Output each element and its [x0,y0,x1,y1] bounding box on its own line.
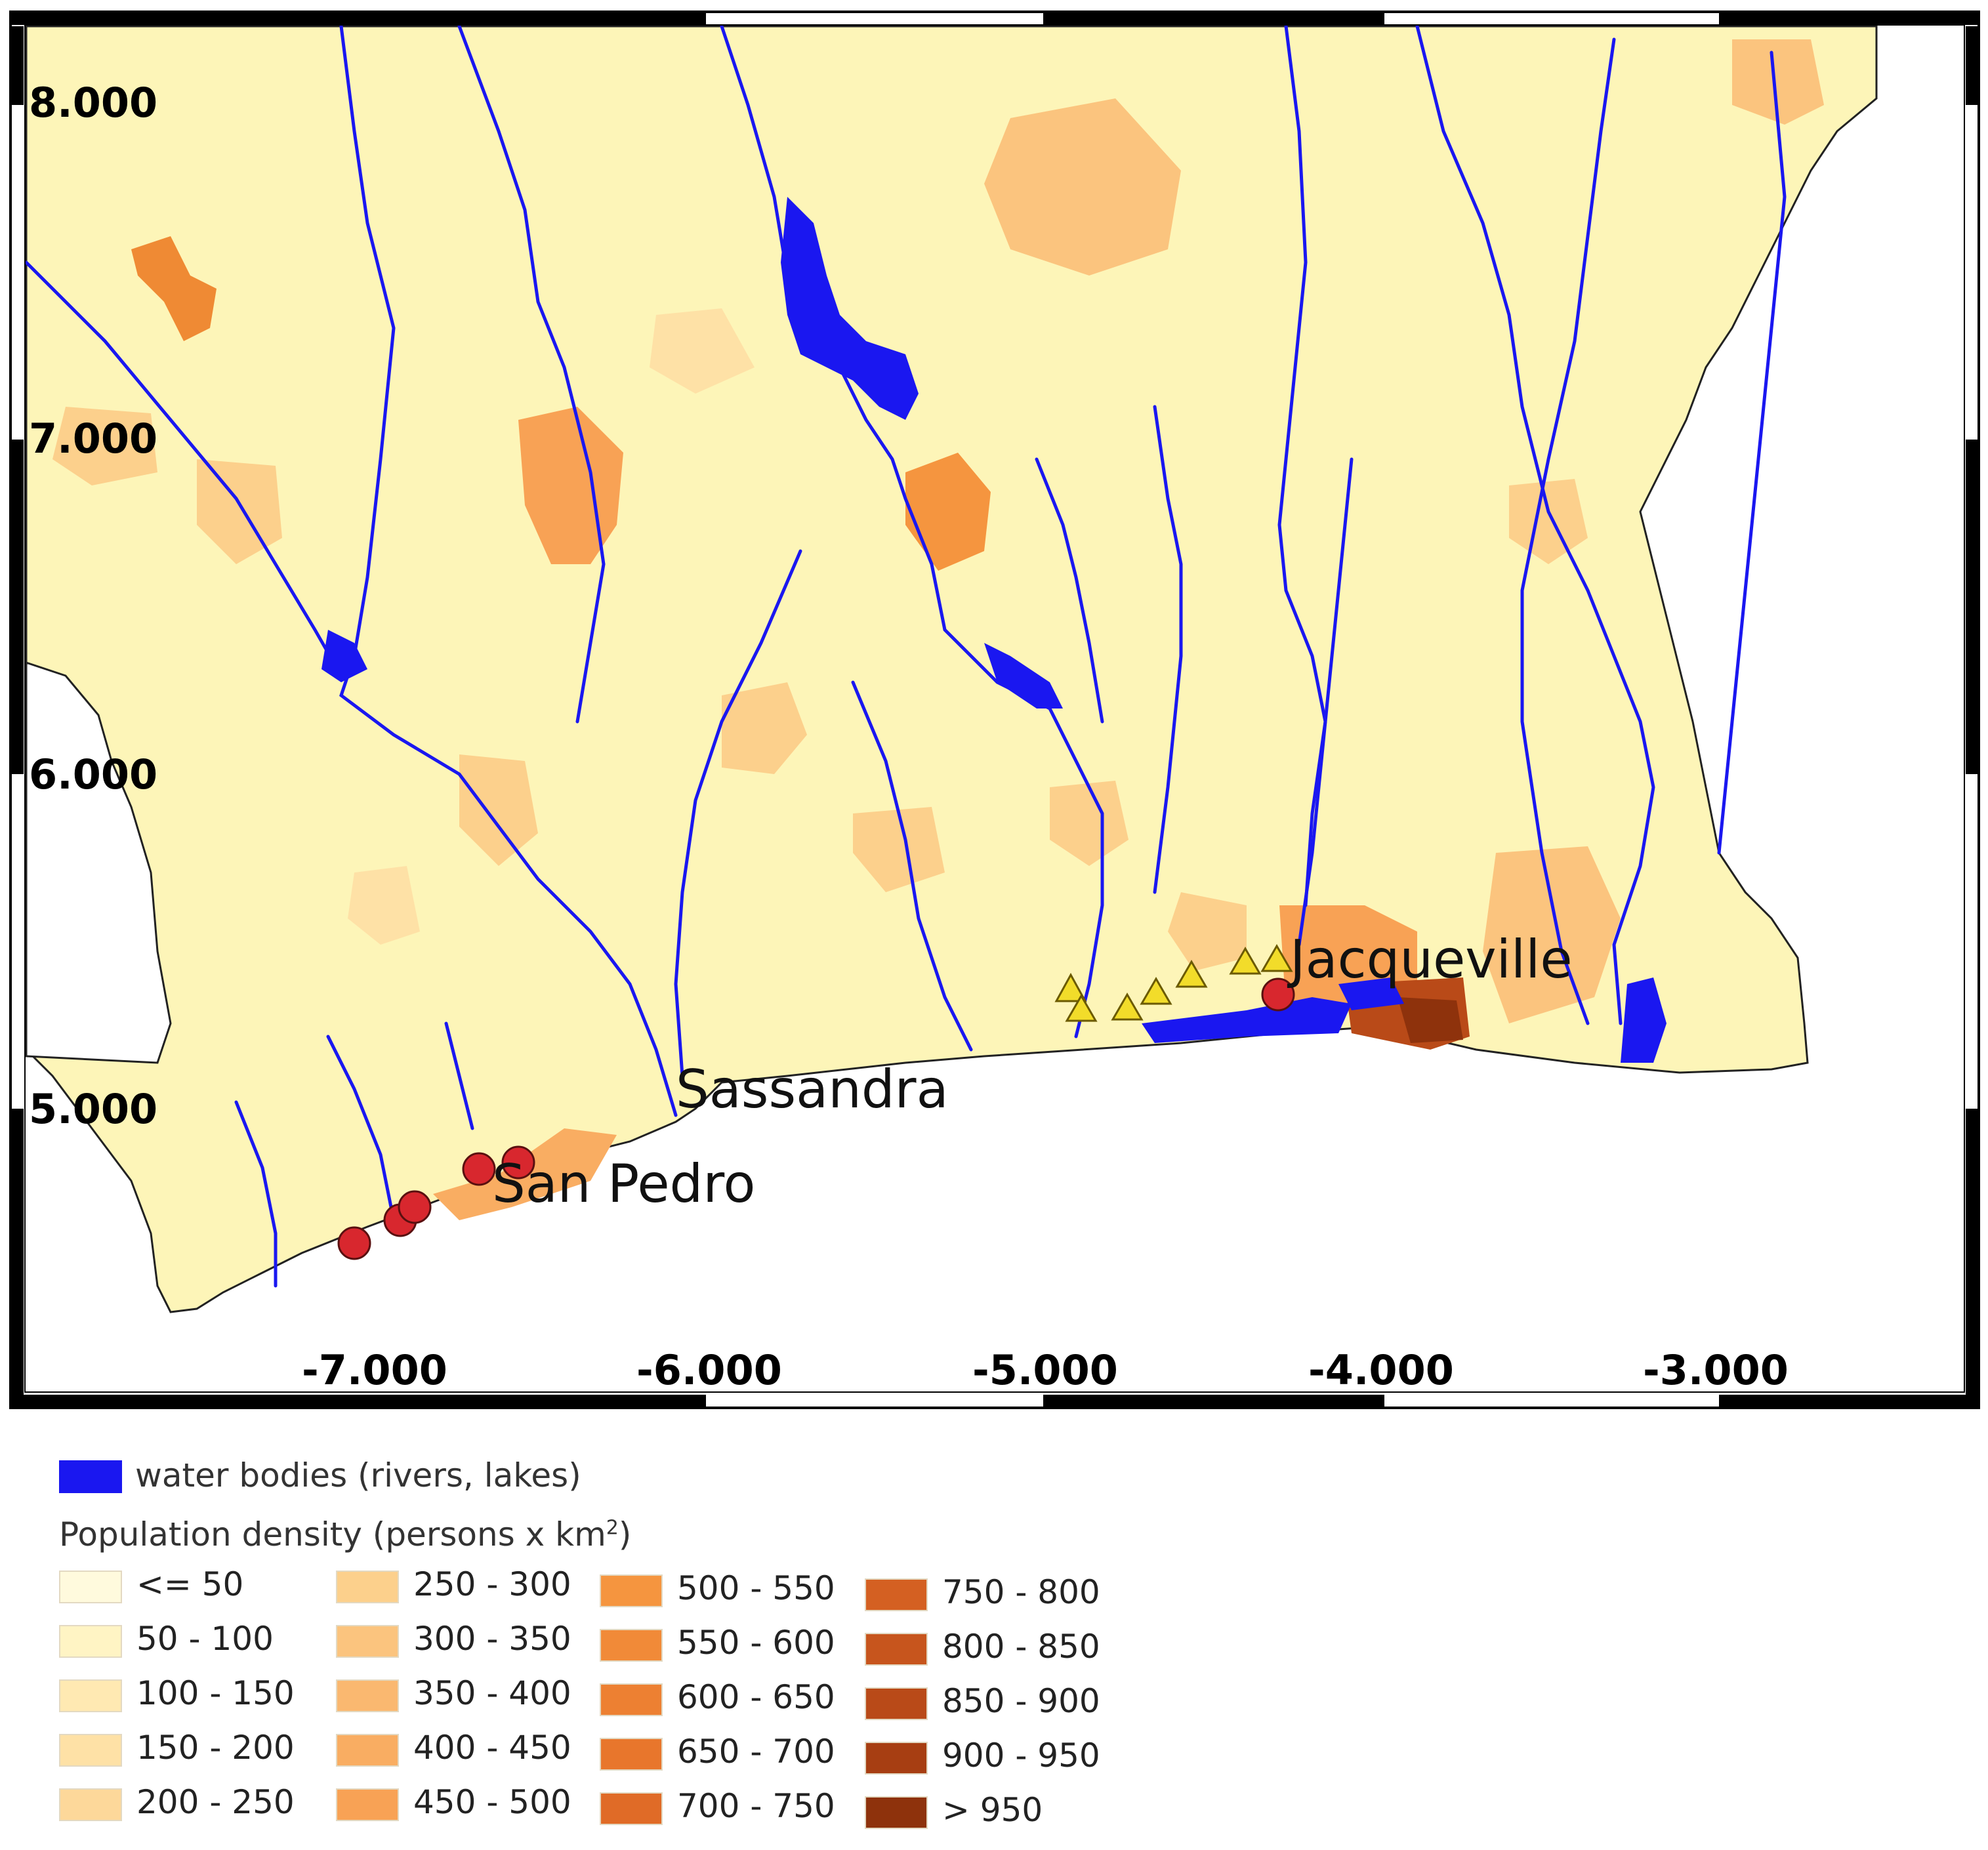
circle-marker [501,1145,535,1180]
density-class-label: > 950 [942,1791,1043,1829]
triangle-marker [1175,960,1208,988]
rivers [24,24,1787,1288]
circle-markers [337,977,1295,1260]
density-class-swatch [59,1788,122,1821]
triangle-markers [1054,944,1293,1022]
density-class-swatch [59,1679,122,1712]
density-class-swatch [865,1578,928,1611]
y-tick-label: 5.000 [29,1085,157,1133]
density-class-swatch [59,1571,122,1603]
density-class-label: 400 - 450 [413,1729,571,1767]
density-class-swatch [865,1742,928,1775]
density-class-swatch [336,1788,399,1821]
x-tick-label: -7.000 [302,1346,447,1394]
density-class-swatch [865,1633,928,1666]
triangle-marker [1065,994,1098,1022]
density-class-swatch [336,1734,399,1767]
triangle-marker [1140,977,1172,1005]
place-label-san-pedro: San Pedro [492,1153,755,1214]
x-tick-label: -4.000 [1308,1346,1454,1394]
density-class-label: 250 - 300 [413,1565,571,1603]
density-class-label: 650 - 700 [677,1733,835,1771]
x-tick-label: -6.000 [636,1346,782,1394]
density-class-label: 350 - 400 [413,1674,571,1712]
density-class-label: 750 - 800 [942,1573,1100,1611]
density-class-swatch [600,1629,663,1662]
map-frame: 8.000 7.000 6.000 5.000 -7.000 -6.000 -5… [9,10,1980,1409]
density-class-swatch [865,1687,928,1720]
density-legend-title: Population density (persons x km2) [59,1515,631,1553]
density-class-label: 500 - 550 [677,1569,835,1607]
density-class-label: 300 - 350 [413,1620,571,1658]
density-class-swatch [600,1683,663,1716]
density-class-swatch [600,1792,663,1825]
density-class-swatch [59,1625,122,1658]
circle-marker [337,1226,371,1260]
triangle-marker [1229,947,1262,975]
density-title-sup: 2 [606,1516,619,1540]
triangle-marker [1260,944,1293,972]
density-class-swatch [59,1734,122,1767]
density-class-label: 450 - 500 [413,1783,571,1821]
density-class-swatch [600,1574,663,1607]
density-patches [52,39,1824,1220]
density-class-swatch [336,1679,399,1712]
density-class-label: 550 - 600 [677,1624,835,1662]
x-tick-label: -5.000 [972,1346,1118,1394]
density-class-label: 50 - 100 [136,1620,274,1658]
y-tick-label: 8.000 [29,79,157,127]
place-label-sassandra: Sassandra [676,1059,949,1120]
density-class-label: <= 50 [136,1565,244,1603]
legend: water bodies (rivers, lakes) Population … [0,1410,1988,1850]
density-class-swatch [336,1571,399,1603]
density-class-swatch [865,1796,928,1829]
density-class-swatch [600,1738,663,1771]
density-class-label: 200 - 250 [136,1783,295,1821]
triangle-marker [1111,993,1144,1021]
density-class-label: 800 - 850 [942,1628,1100,1666]
density-class-label: 100 - 150 [136,1674,295,1712]
y-tick-label: 7.000 [29,415,157,462]
density-class-label: 900 - 950 [942,1737,1100,1775]
density-class-swatch [336,1625,399,1658]
density-title-text: Population density (persons x km [59,1515,606,1553]
density-class-label: 150 - 200 [136,1729,295,1767]
place-label-jacqueville: Jacqueville [1287,929,1573,990]
triangle-marker [1054,972,1087,1002]
water-bodies-swatch [59,1460,122,1493]
density-title-close: ) [618,1515,632,1553]
circle-marker [1261,977,1295,1012]
circle-marker [462,1152,496,1186]
density-class-label: 600 - 650 [677,1678,835,1716]
circle-marker [398,1190,432,1224]
density-class-label: 850 - 900 [942,1682,1100,1720]
water-bodies-label: water bodies (rivers, lakes) [135,1456,581,1494]
y-tick-label: 6.000 [29,750,157,798]
x-tick-label: -3.000 [1643,1346,1789,1394]
density-class-label: 700 - 750 [677,1787,835,1825]
lakes [321,197,1667,1063]
